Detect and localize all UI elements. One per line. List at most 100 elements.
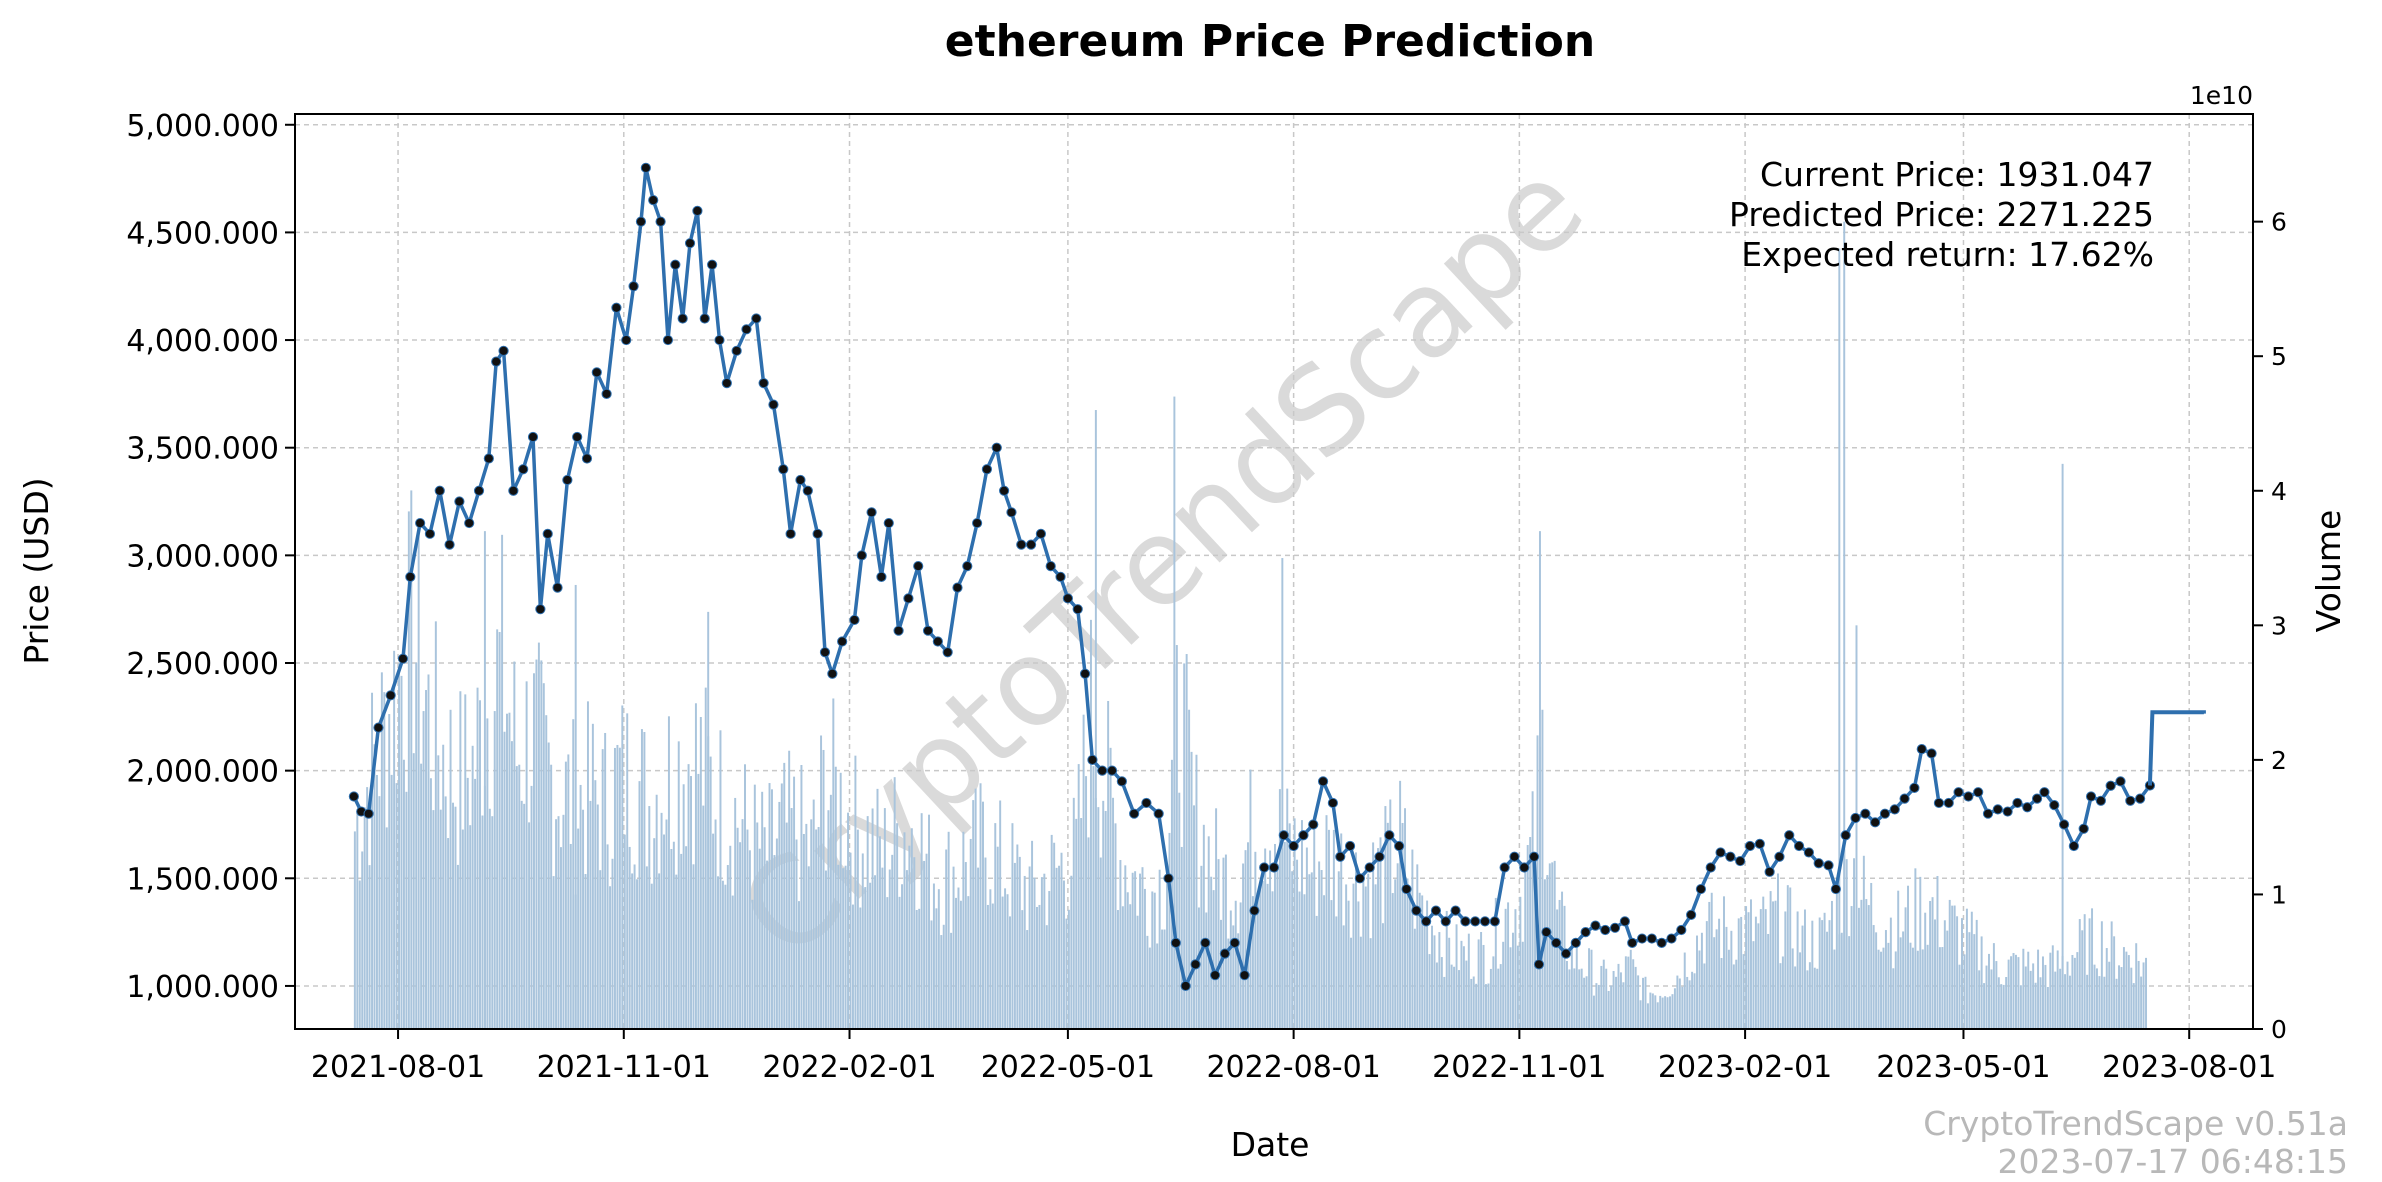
volume-bar (638, 781, 641, 1029)
volume-bar (1146, 935, 1149, 1029)
volume-bar (2091, 908, 2094, 1029)
price-point (444, 539, 455, 550)
volume-bar (1352, 883, 1355, 1029)
price-point (1715, 847, 1726, 858)
volume-bar (734, 797, 737, 1029)
volume-bar (1406, 878, 1409, 1029)
volume-bar (1340, 833, 1343, 1029)
price-point (837, 636, 848, 647)
volume-bar (1183, 663, 1186, 1029)
volume-bar (645, 866, 648, 1029)
price-point (2022, 802, 2033, 813)
price-point (640, 162, 651, 173)
volume-bar (621, 705, 624, 1029)
volume-bar (557, 816, 560, 1029)
volume-bar (609, 886, 612, 1029)
volume-bar (1629, 949, 1632, 1029)
volume-bar (454, 806, 457, 1029)
price-point (1288, 840, 1299, 852)
volume-bar (982, 801, 984, 1029)
volume-bar (1300, 820, 1303, 1029)
volume-bar (704, 687, 707, 1029)
volume-bar (1897, 890, 1900, 1029)
volume-bar (1494, 897, 1497, 1029)
volume-bar (1423, 923, 1426, 1029)
volume-bar (1431, 925, 1433, 1029)
volume-bar (1354, 852, 1357, 1029)
volume-bar (687, 764, 690, 1029)
volume-bar (1278, 789, 1281, 1029)
volume-bar (977, 867, 980, 1029)
volume-bar (847, 812, 850, 1029)
x-tick-label: 2022-08-01 (1206, 1050, 1380, 1085)
price-point (1072, 604, 1083, 615)
volume-bar (702, 805, 705, 1029)
volume-bar (1389, 799, 1392, 1029)
volume-bar (2068, 975, 2071, 1029)
volume-bar (1872, 925, 1875, 1029)
volume-bar (1666, 997, 1669, 1029)
volume-bar (940, 935, 943, 1029)
volume-bar (854, 755, 857, 1029)
volume-bar (1816, 968, 1819, 1029)
volume-bar (1803, 909, 1806, 1029)
price-point (628, 281, 639, 292)
price-point (972, 517, 983, 529)
volume-bar (1693, 973, 1696, 1029)
volume-bar (1050, 834, 1053, 1029)
price-point (1899, 793, 1910, 804)
price-point (922, 625, 934, 636)
volume-bar (952, 866, 955, 1029)
volume-bar (1408, 889, 1411, 1029)
price-point (2078, 823, 2089, 834)
price-point (952, 582, 963, 593)
volume-bar (1195, 754, 1198, 1029)
volume-bar (1016, 844, 1019, 1029)
volume-bar (410, 490, 413, 1029)
volume-bar (1958, 964, 1961, 1029)
volume-bar (1615, 976, 1618, 1029)
volume-bar (1673, 988, 1676, 1029)
volume-bar (1524, 871, 1527, 1029)
volume-bar (577, 828, 580, 1029)
volume-bar (1261, 880, 1264, 1029)
price-point (648, 195, 659, 206)
volume-spike-bar (1838, 248, 1841, 1029)
volume-bar (429, 778, 432, 1029)
volume-bar (1492, 956, 1495, 1029)
volume-bar (1151, 891, 1154, 1029)
y2-tick-label: 4 (2271, 477, 2287, 506)
volume-bar (1038, 904, 1041, 1029)
volume-bar (1909, 942, 1912, 1029)
volume-bar (1725, 926, 1728, 1029)
volume-bar (685, 846, 688, 1029)
price-point (1656, 937, 1667, 948)
volume-bar (510, 741, 513, 1029)
y-tick-label: 1,500.000 (126, 862, 279, 897)
price-point (1793, 840, 1805, 852)
volume-bar (555, 819, 558, 1029)
volume-bar (672, 841, 675, 1029)
volume-bar (385, 827, 388, 1029)
volume-bar (1006, 894, 1009, 1029)
volume-bar (1926, 944, 1929, 1029)
volume-bar (1180, 846, 1183, 1029)
volume-bar (1681, 986, 1684, 1029)
volume-bar (663, 834, 666, 1029)
price-point (1943, 797, 1954, 809)
volume-bar (1048, 891, 1051, 1029)
volume-bar (1259, 882, 1262, 1029)
volume-bar (1384, 806, 1387, 1029)
volume-bar (616, 744, 619, 1029)
price-point (1764, 866, 1775, 877)
volume-bar (1129, 904, 1132, 1029)
price-point (1163, 873, 1174, 884)
volume-bar (415, 662, 418, 1029)
volume-bar (1742, 954, 1745, 1029)
volume-bar (1347, 900, 1350, 1029)
volume-bar (1190, 751, 1193, 1029)
price-point (1087, 754, 1098, 765)
volume-bar (1747, 912, 1750, 1029)
volume-bar (515, 766, 518, 1029)
price-point (1666, 933, 1677, 944)
